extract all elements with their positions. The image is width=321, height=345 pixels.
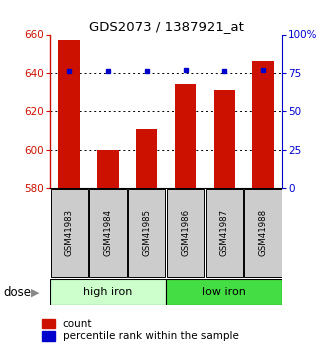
Title: GDS2073 / 1387921_at: GDS2073 / 1387921_at — [89, 20, 244, 33]
Bar — [175, 85, 196, 188]
Text: dose: dose — [3, 286, 31, 299]
Text: GSM41988: GSM41988 — [259, 209, 268, 256]
Text: GSM41987: GSM41987 — [220, 209, 229, 256]
Bar — [245, 189, 282, 277]
Text: GSM41984: GSM41984 — [103, 209, 112, 256]
Bar — [214, 90, 235, 188]
Bar — [136, 129, 157, 188]
Text: count: count — [63, 319, 92, 328]
Text: GSM41985: GSM41985 — [142, 209, 151, 256]
Bar — [50, 189, 88, 277]
Text: GSM41983: GSM41983 — [65, 209, 74, 256]
Text: low iron: low iron — [202, 287, 246, 297]
Bar — [166, 279, 282, 305]
Bar — [97, 150, 118, 188]
Bar — [206, 189, 243, 277]
Bar — [50, 279, 166, 305]
Text: high iron: high iron — [83, 287, 133, 297]
Bar — [89, 189, 126, 277]
Bar — [252, 61, 274, 188]
Text: ▶: ▶ — [30, 287, 39, 297]
Text: GSM41986: GSM41986 — [181, 209, 190, 256]
Bar — [167, 189, 204, 277]
Text: percentile rank within the sample: percentile rank within the sample — [63, 331, 239, 341]
Bar — [58, 40, 80, 188]
Bar — [128, 189, 165, 277]
